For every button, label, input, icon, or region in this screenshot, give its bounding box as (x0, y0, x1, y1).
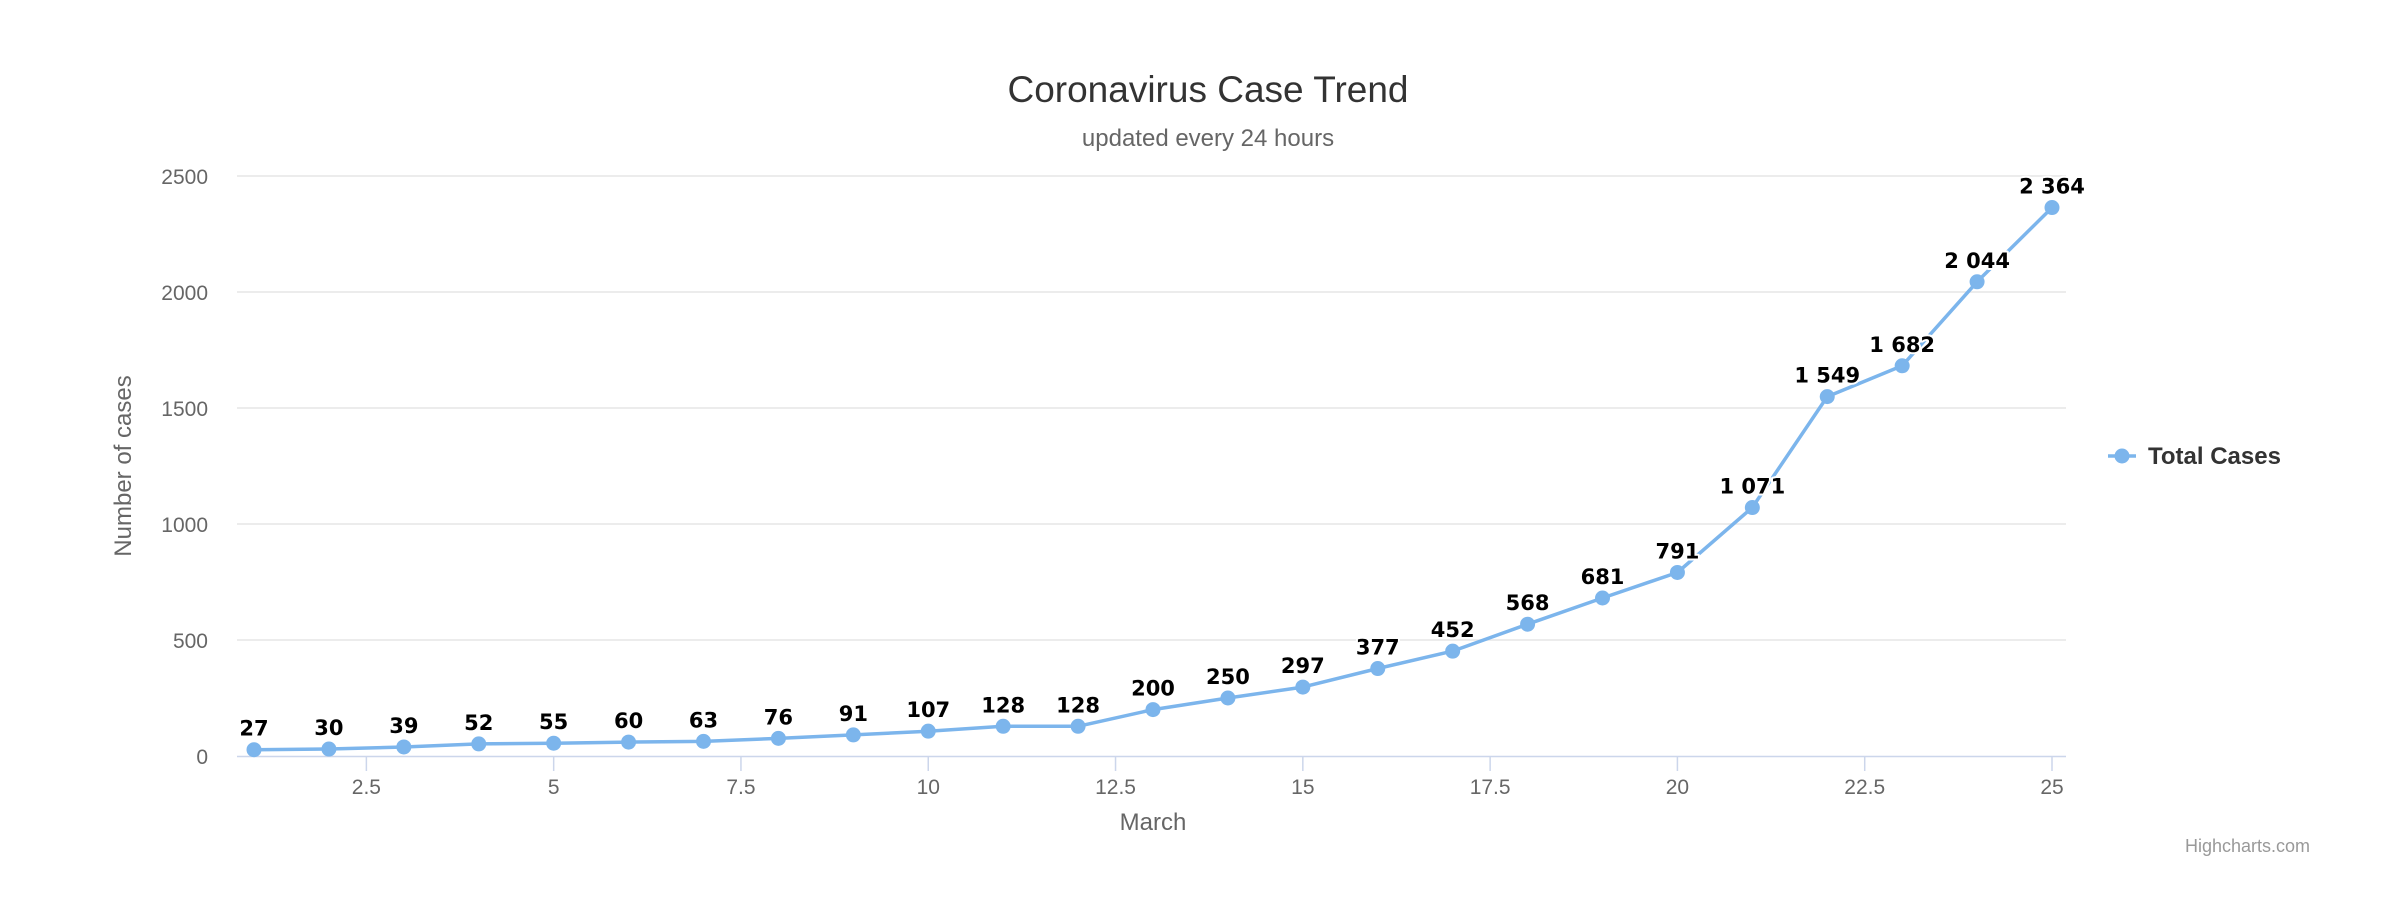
chart-subtitle: updated every 24 hours (1082, 125, 1334, 152)
data-point-marker[interactable] (920, 723, 936, 739)
data-point-marker[interactable] (770, 730, 786, 746)
y-tick-label: 500 (173, 630, 208, 653)
chart-title: Coronavirus Case Trend (1007, 69, 1408, 110)
x-tick-label: 5 (548, 776, 560, 799)
x-tick-label: 15 (1291, 776, 1314, 799)
y-tick-label: 0 (196, 746, 208, 769)
data-point-marker[interactable] (1445, 643, 1461, 659)
x-tick-label: 20 (1666, 776, 1689, 799)
data-label: 128 (981, 693, 1025, 717)
data-label: 30 (314, 716, 343, 740)
data-point-marker[interactable] (1595, 590, 1610, 606)
series-total-cases[interactable] (246, 200, 2060, 758)
x-tick-label: 2.5 (352, 776, 381, 799)
y-gridlines (237, 175, 2066, 641)
data-label: 1 549 (1794, 364, 1860, 388)
data-point-marker[interactable] (546, 735, 562, 751)
data-label: 452 (1431, 618, 1475, 642)
y-axis-tick-labels: 0 500 1000 1500 2000 2500 (161, 166, 208, 769)
data-point-marker[interactable] (696, 733, 711, 749)
data-point-marker[interactable] (1894, 358, 1910, 374)
legend[interactable]: Total Cases (2108, 443, 2281, 470)
data-label: 297 (1281, 654, 1325, 678)
data-point-marker[interactable] (1295, 679, 1311, 695)
x-tick-label: 7.5 (726, 776, 755, 799)
data-label: 55 (539, 710, 568, 734)
data-point-marker[interactable] (2044, 200, 2060, 216)
x-axis-title: March (1120, 809, 1187, 836)
data-label: 107 (906, 698, 950, 722)
data-label: 1 682 (1869, 333, 1935, 357)
x-tick-label: 25 (2040, 776, 2063, 799)
y-tick-label: 1500 (161, 398, 208, 421)
data-label: 791 (1655, 539, 1699, 563)
data-point-marker[interactable] (396, 739, 412, 755)
data-point-marker[interactable] (1669, 564, 1685, 580)
data-point-marker[interactable] (321, 741, 337, 757)
y-tick-label: 2000 (161, 282, 208, 305)
data-point-marker[interactable] (1145, 702, 1161, 718)
data-label: 39 (389, 714, 418, 738)
data-point-marker[interactable] (471, 736, 487, 752)
data-label: 91 (839, 702, 868, 726)
data-point-marker[interactable] (845, 727, 861, 743)
y-tick-label: 1000 (161, 514, 208, 537)
data-label: 250 (1206, 665, 1250, 689)
data-label: 200 (1131, 677, 1175, 701)
data-label: 681 (1581, 565, 1625, 589)
data-labels: 27 30 39 52 55 60 63 76 91 107 128 128 200 250 297 377 4… (237, 173, 2087, 743)
x-tick-label: 10 (917, 776, 940, 799)
data-point-marker[interactable] (621, 734, 637, 750)
y-tick-label: 2500 (161, 166, 208, 189)
data-label: 60 (614, 709, 643, 733)
legend-item-total-cases[interactable]: Total Cases (2148, 443, 2281, 470)
data-label: 63 (689, 708, 718, 732)
data-point-marker[interactable] (1819, 389, 1835, 405)
data-point-marker[interactable] (1070, 718, 1086, 734)
x-axis-ticks: 2.5 5 7.5 10 12.5 15 17.5 20 22.5 25 (352, 756, 2064, 799)
data-label: 568 (1506, 591, 1550, 615)
credits-link[interactable]: Highcharts.com (2185, 836, 2310, 856)
x-tick-label: 17.5 (1470, 776, 1511, 799)
data-point-marker[interactable] (1520, 616, 1536, 632)
y-axis-title: Number of cases (110, 375, 137, 556)
data-label: 377 (1356, 636, 1400, 660)
data-label: 1 071 (1719, 475, 1785, 499)
data-label: 76 (764, 705, 793, 729)
data-point-marker[interactable] (1969, 274, 1985, 290)
data-point-marker[interactable] (1744, 500, 1760, 516)
data-label: 2 044 (1944, 249, 2010, 273)
data-label: 128 (1056, 693, 1100, 717)
data-point-marker[interactable] (1370, 661, 1386, 677)
data-point-marker[interactable] (246, 742, 262, 758)
data-label: 2 364 (2019, 175, 2085, 199)
data-point-marker[interactable] (1220, 690, 1236, 706)
legend-marker-icon (2114, 448, 2130, 464)
x-tick-label: 12.5 (1095, 776, 1136, 799)
data-point-marker[interactable] (995, 718, 1011, 734)
data-label: 27 (239, 717, 268, 741)
data-label: 52 (464, 711, 493, 735)
x-tick-label: 22.5 (1844, 776, 1885, 799)
